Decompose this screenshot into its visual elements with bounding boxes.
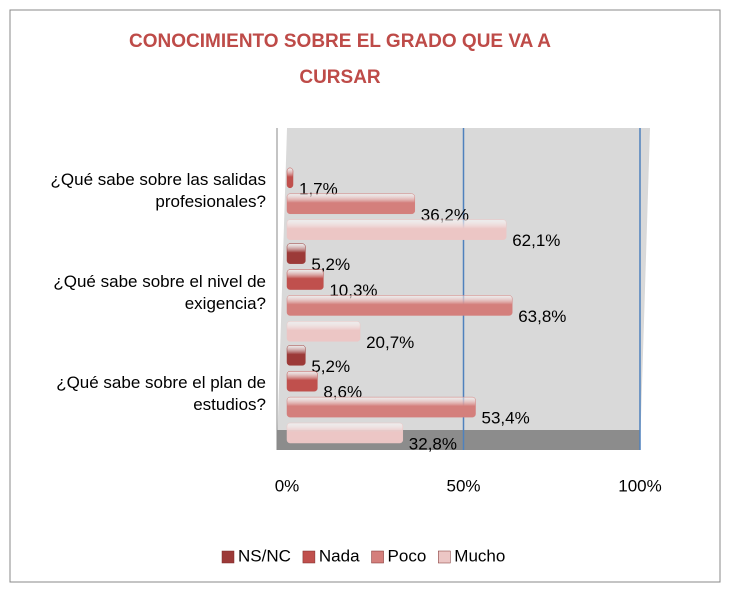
- y-tick-label: ¿Qué sabe sobre el plan de estudios?: [56, 373, 266, 415]
- data-label: 53,4%: [482, 409, 530, 428]
- bar: [286, 396, 476, 418]
- legend-swatch: [371, 550, 384, 564]
- bar: [286, 193, 416, 215]
- bar: [286, 269, 324, 290]
- bar: [286, 219, 507, 240]
- x-tick-label: 100%: [618, 476, 661, 495]
- legend-swatch: [221, 550, 235, 564]
- x-tick-label: 0%: [275, 476, 300, 495]
- y-tick-label: ¿Qué sabe sobre las salidas profesionale…: [50, 169, 266, 211]
- legend-swatch: [438, 550, 451, 564]
- bar: [286, 321, 361, 342]
- legend-label: Nada: [319, 546, 360, 565]
- bar: [286, 167, 294, 189]
- chart-title: CONOCIMIENTO SOBRE EL GRADO QUE VA A CUR…: [129, 31, 551, 88]
- legend-swatch: [302, 550, 316, 564]
- x-tick-label: 50%: [446, 476, 480, 495]
- bar: [286, 295, 513, 316]
- bar: [286, 243, 306, 264]
- data-label: 62,1%: [512, 231, 560, 250]
- legend-label: Mucho: [454, 546, 505, 565]
- bar: [286, 422, 404, 444]
- legend-label: Poco: [388, 546, 427, 565]
- bar: [286, 370, 318, 392]
- data-label: 32,8%: [409, 434, 457, 453]
- y-tick-label: ¿Qué sabe sobre el nivel de exigencia?: [53, 271, 266, 313]
- bar: [286, 345, 306, 366]
- legend-label: NS/NC: [238, 546, 291, 565]
- data-label: 5,2%: [311, 357, 350, 376]
- data-label: 63,8%: [518, 307, 566, 326]
- data-label: 20,7%: [366, 333, 414, 352]
